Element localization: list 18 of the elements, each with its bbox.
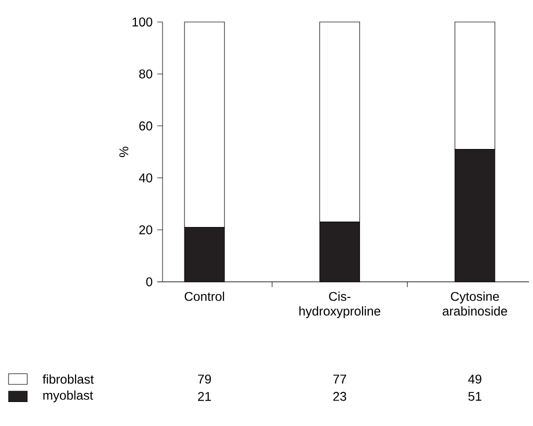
y-tick-label: 0: [146, 277, 152, 286]
data-label: 79: [198, 374, 211, 384]
y-tick-label: 40: [138, 174, 152, 183]
data-label: 23: [333, 392, 346, 402]
y-axis-title: %: [119, 146, 128, 158]
legend-label: fibroblast: [42, 374, 94, 384]
data-label: 51: [468, 392, 482, 401]
legend-label: myoblast: [43, 390, 94, 402]
data-label: 21: [198, 392, 211, 401]
y-tick-label: 100: [132, 18, 152, 27]
data-label: 77: [333, 374, 346, 384]
x-tick-label: Control: [184, 292, 224, 302]
y-tick-label: 20: [139, 226, 152, 234]
y-tick-label: 60: [139, 122, 152, 131]
x-tick-label: Cis-hydroxyproline: [299, 292, 380, 318]
data-label: 49: [468, 374, 482, 384]
y-tick-label: 80: [139, 70, 152, 79]
x-tick-label: Cytosine arabinoside: [442, 292, 508, 316]
